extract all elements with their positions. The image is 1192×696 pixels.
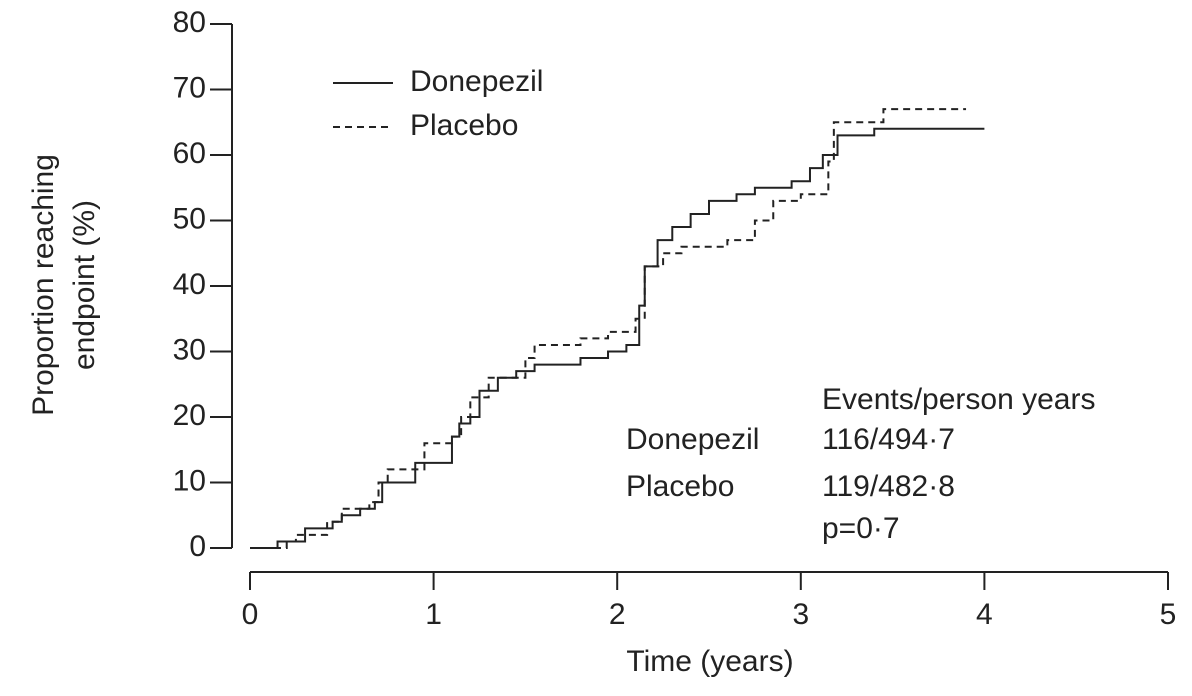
x-tick-label: 4: [976, 598, 993, 631]
x-tick-label: 2: [609, 598, 626, 631]
y-tick-label: 50: [173, 202, 206, 235]
y-tick-label: 40: [173, 268, 206, 301]
series-line: [250, 108, 967, 549]
x-tick-label: 0: [242, 598, 259, 631]
y-tick-label: 20: [173, 399, 206, 432]
legend-label: Donepezil: [410, 65, 543, 98]
legend-label: Placebo: [410, 109, 518, 142]
y-tick-label: 0: [189, 530, 206, 563]
annotation-group: Donepezil: [626, 423, 759, 456]
x-axis-label: Time (years): [626, 645, 793, 678]
x-tick-label: 1: [425, 598, 442, 631]
y-axis-label: endpoint (%): [68, 200, 101, 370]
x-tick-label: 5: [1160, 598, 1177, 631]
y-tick-label: 70: [173, 71, 206, 104]
x-tick-label: 3: [792, 598, 809, 631]
annotation-header: Events/person years: [822, 383, 1095, 416]
y-tick-label: 60: [173, 137, 206, 170]
y-axis-label: Proportion reaching: [27, 154, 60, 416]
annotation-group: Placebo: [626, 470, 734, 503]
y-tick-label: 10: [173, 464, 206, 497]
annotation-value: 119/482·8: [822, 470, 955, 503]
p-value: p=0·7: [822, 512, 900, 545]
y-tick-label: 30: [173, 333, 206, 366]
y-tick-label: 80: [173, 6, 206, 39]
annotation-value: 116/494·7: [822, 423, 955, 456]
